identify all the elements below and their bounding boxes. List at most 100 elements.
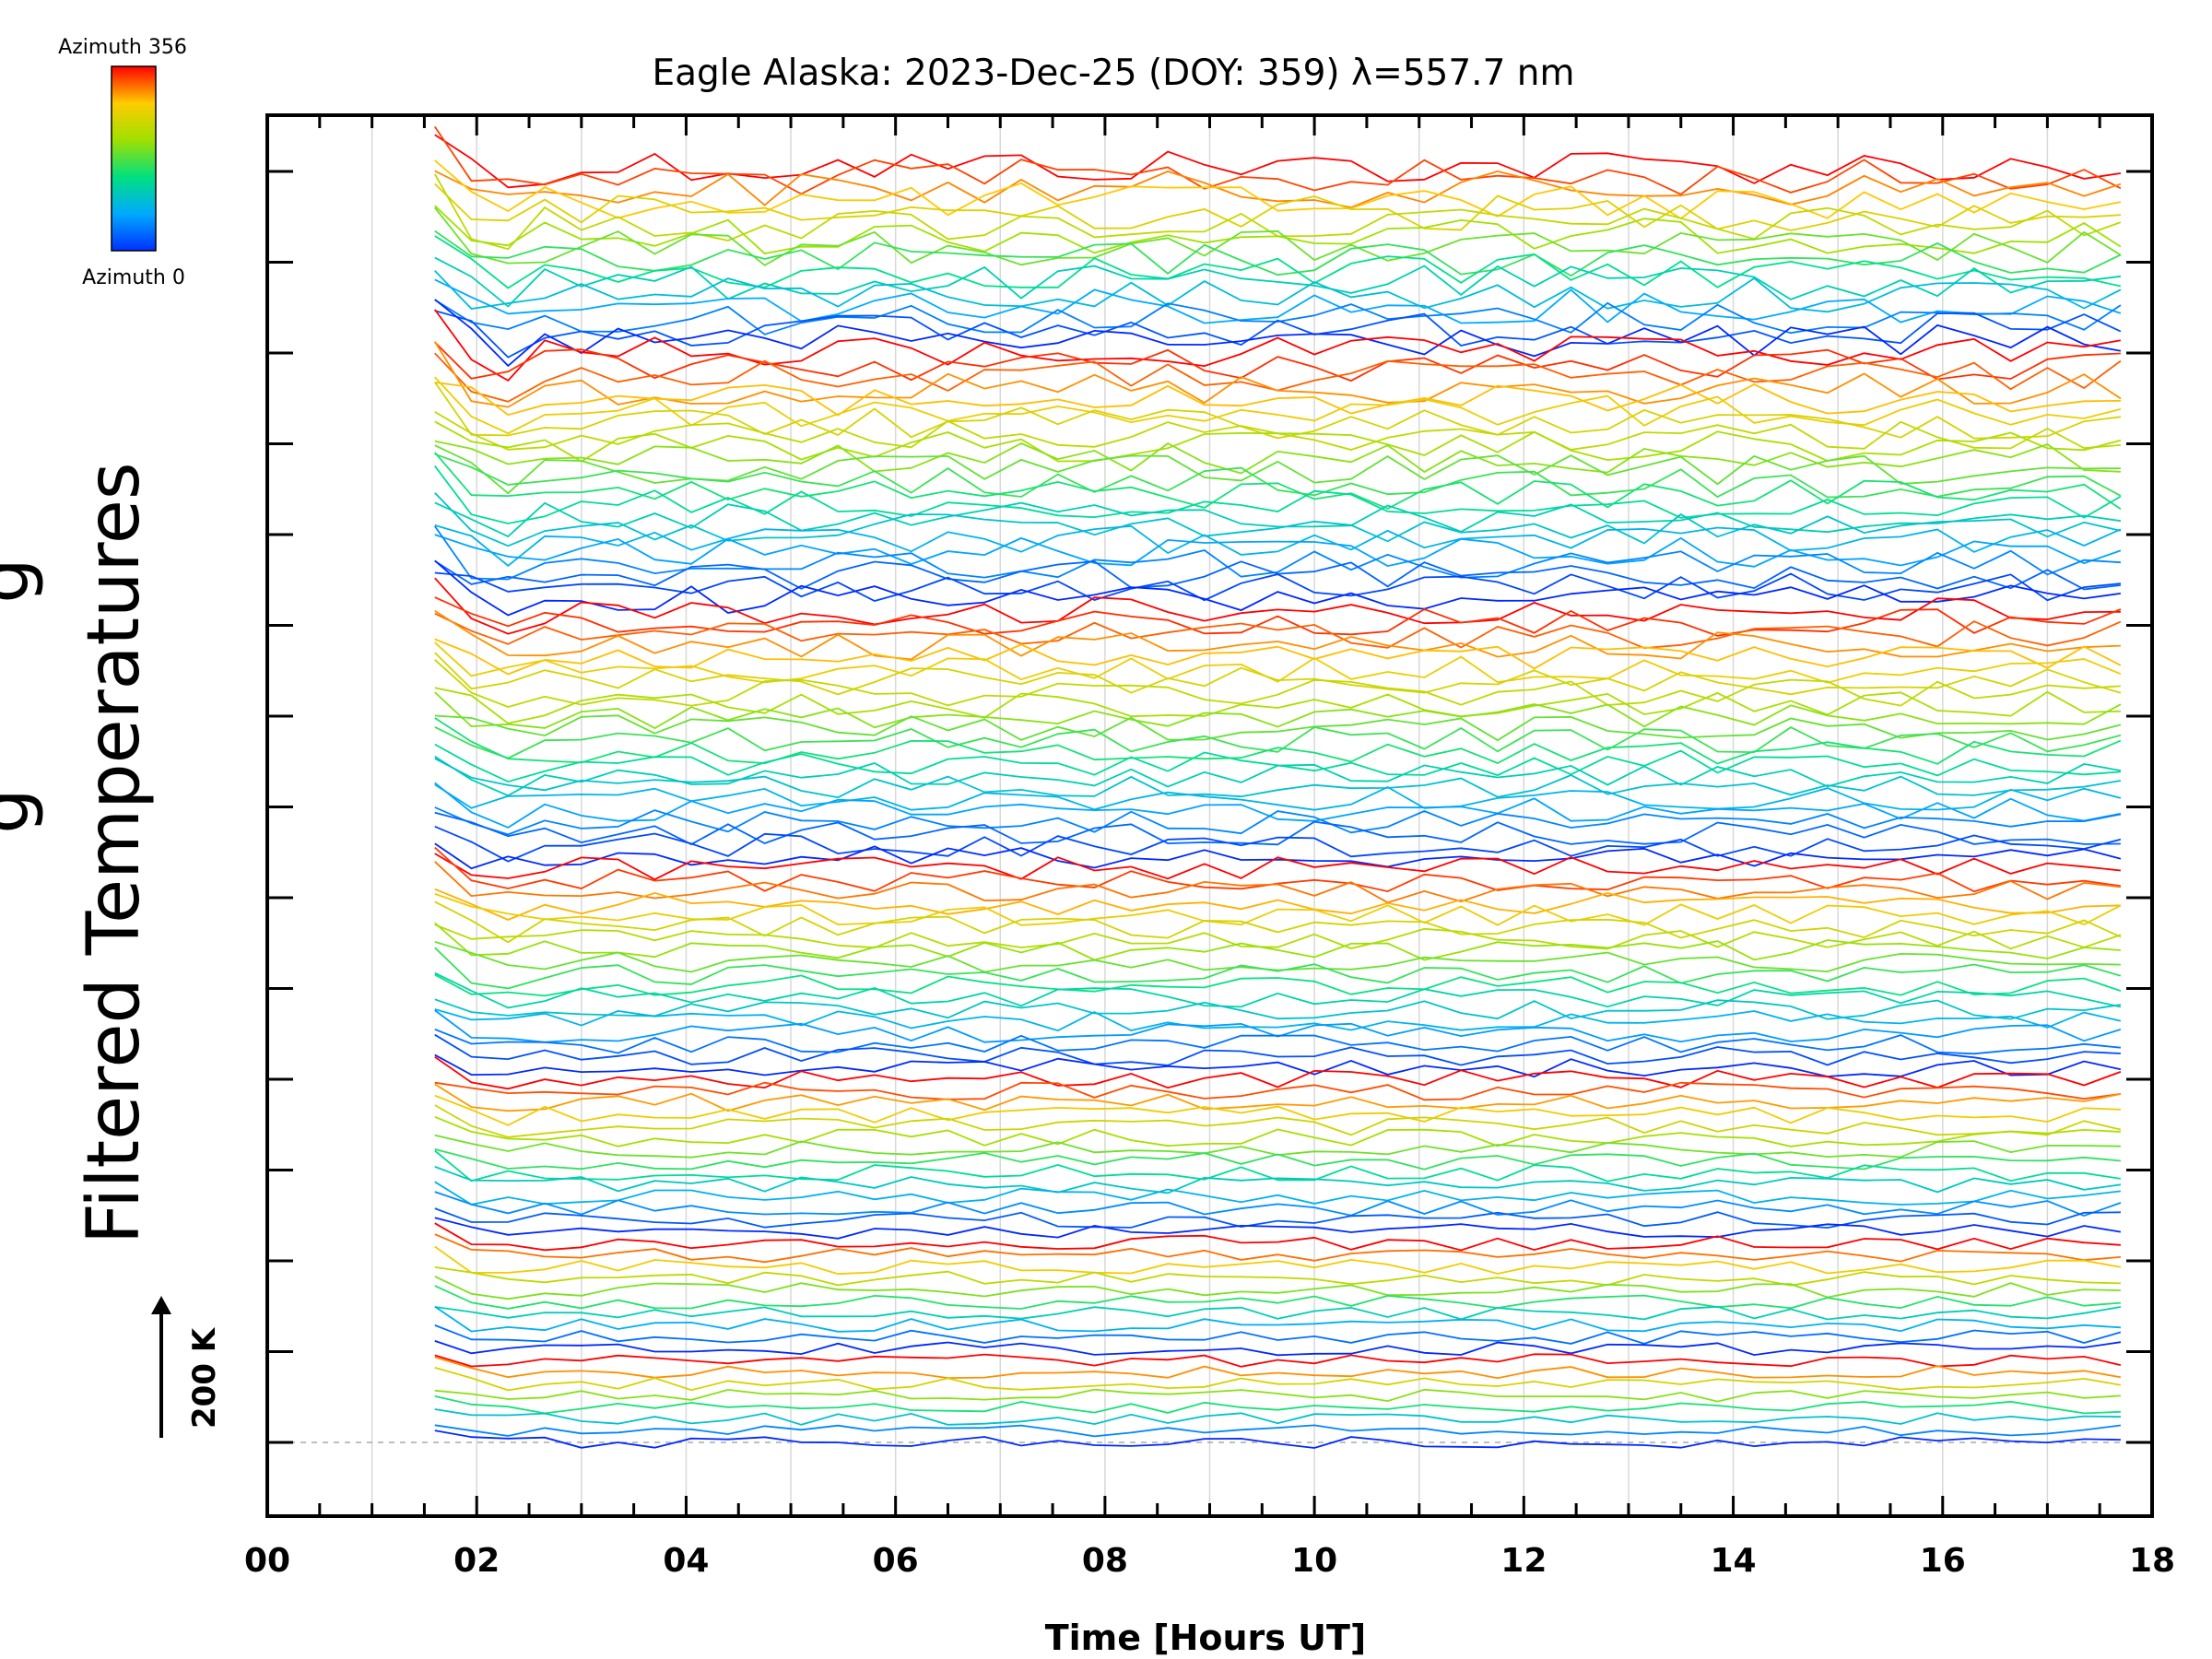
series-line xyxy=(434,922,2121,961)
series-line xyxy=(434,941,2121,973)
series-line xyxy=(434,159,2122,220)
series-line xyxy=(434,900,2122,944)
series-line xyxy=(434,524,2122,567)
x-tick-label: 14 xyxy=(1711,1542,1757,1580)
series-line xyxy=(434,1356,2122,1380)
series-line xyxy=(434,465,2122,524)
series-line xyxy=(434,1104,2122,1138)
series-line xyxy=(434,206,2122,266)
series-line xyxy=(434,1028,2121,1055)
scale-arrow-head xyxy=(151,1296,171,1314)
series-layer xyxy=(434,125,2122,1449)
series-line xyxy=(434,381,2122,440)
series-line xyxy=(434,256,2122,308)
series-line xyxy=(434,205,2122,255)
series-line xyxy=(434,1424,2122,1438)
series-line xyxy=(434,1222,2121,1252)
series-line xyxy=(434,811,2121,846)
series-line xyxy=(434,714,2122,742)
series-line xyxy=(434,525,2121,581)
series-line xyxy=(434,971,2122,1009)
series-line xyxy=(434,1233,2121,1264)
axis-layer: 00 02 04 06 08 10 12 14 16 18 xyxy=(244,113,2175,1580)
series-line xyxy=(434,492,2122,547)
series-line xyxy=(434,612,2122,650)
y-axis-label: Filtered Temperatures xyxy=(73,463,156,1244)
series-line xyxy=(434,888,2121,921)
series-line xyxy=(434,659,2121,708)
x-tick-label: 12 xyxy=(1500,1542,1547,1580)
series-line xyxy=(434,1217,2122,1240)
series-line xyxy=(434,638,2122,676)
series-line xyxy=(434,341,2122,408)
series-line xyxy=(434,501,2122,538)
series-line xyxy=(434,1324,2122,1345)
series-line xyxy=(434,1008,2122,1032)
series-line xyxy=(434,299,2122,335)
series-line xyxy=(434,411,2121,451)
series-line xyxy=(434,1285,2121,1310)
series-line xyxy=(434,1388,2121,1403)
series-line xyxy=(434,452,2122,510)
series-line xyxy=(434,861,2121,904)
series-line xyxy=(434,229,2122,277)
series-line xyxy=(434,1009,2122,1043)
series-line xyxy=(434,1083,2122,1112)
color-scale-bar xyxy=(111,65,157,252)
series-line xyxy=(434,235,2122,289)
series-line xyxy=(434,1094,2121,1126)
series-line xyxy=(434,853,2121,881)
series-line xyxy=(434,687,2121,724)
x-tick-label: 10 xyxy=(1291,1542,1337,1580)
series-line xyxy=(434,1353,2122,1368)
series-line xyxy=(434,453,2122,499)
series-line xyxy=(434,1266,2121,1287)
series-line xyxy=(434,309,2122,382)
series-line xyxy=(434,1245,2122,1276)
series-line xyxy=(434,1395,2121,1415)
series-line xyxy=(434,278,2122,324)
series-line xyxy=(434,1033,2121,1066)
series-line xyxy=(434,1207,2121,1230)
series-line xyxy=(434,420,2122,463)
x-tick-label: 02 xyxy=(453,1542,500,1580)
series-line xyxy=(434,1340,2122,1357)
chart-title: Eagle Alaska: 2023-Dec-25 (DOY: 359) λ=5… xyxy=(652,53,1574,94)
series-line xyxy=(434,758,2122,799)
series-line xyxy=(434,756,2122,797)
series-line xyxy=(434,352,2122,403)
series-line xyxy=(434,717,2122,765)
y-axis-label-cutoff-2: g xyxy=(0,788,45,834)
series-line xyxy=(434,725,2122,759)
series-line xyxy=(434,1367,2122,1392)
series-line xyxy=(434,973,2122,997)
color-legend: Azimuth 356 Azimuth 0 xyxy=(58,36,187,289)
series-line xyxy=(434,1056,2122,1090)
series-line xyxy=(434,1053,2122,1078)
series-line xyxy=(434,125,2122,195)
series-line xyxy=(434,1148,2121,1171)
x-tick-label: 16 xyxy=(1920,1542,1966,1580)
series-line xyxy=(434,947,2122,990)
series-line xyxy=(434,1305,2122,1321)
series-line xyxy=(434,382,2121,417)
series-line xyxy=(434,1430,2121,1449)
series-line xyxy=(434,270,2122,313)
series-line xyxy=(434,310,2122,359)
series-line xyxy=(434,610,2121,661)
scale-indicator: 200 K xyxy=(151,1296,223,1438)
series-line xyxy=(434,893,2122,926)
legend-bottom-label: Azimuth 0 xyxy=(82,266,185,289)
series-line xyxy=(434,783,2122,811)
series-line xyxy=(434,806,2122,836)
series-line xyxy=(434,341,2121,382)
series-line xyxy=(434,1081,2122,1101)
series-line xyxy=(434,1181,2122,1206)
series-line xyxy=(434,571,2121,602)
series-line xyxy=(434,577,2121,635)
series-line xyxy=(434,559,2122,617)
series-line xyxy=(434,1149,2122,1182)
series-line xyxy=(434,182,2121,231)
series-line xyxy=(434,782,2122,829)
